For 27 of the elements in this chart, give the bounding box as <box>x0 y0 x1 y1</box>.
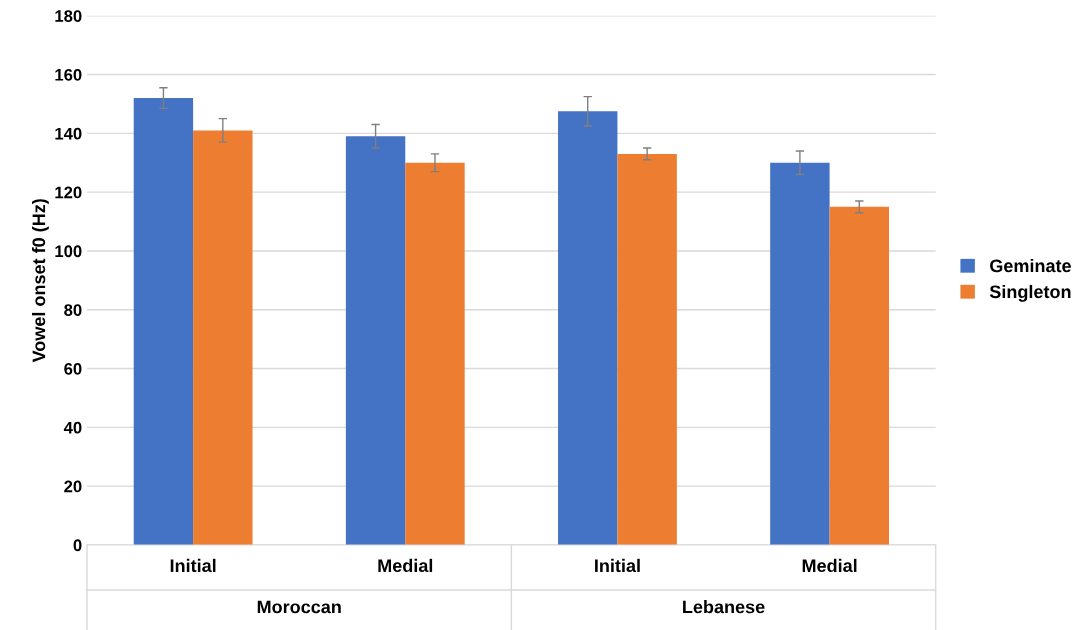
y-tick-label: 140 <box>55 127 82 140</box>
x-tick-label: Medial <box>378 558 433 573</box>
x-tick-label: Initial <box>170 558 216 573</box>
y-tick-label: 20 <box>64 480 82 493</box>
y-tick-label: 40 <box>63 421 82 434</box>
x-tick-label: Medial <box>802 558 857 573</box>
y-tick-label: 100 <box>55 245 82 258</box>
y-tick-label: 160 <box>55 68 82 81</box>
y-tick-label: 80 <box>64 304 82 316</box>
bar <box>829 206 889 545</box>
bar <box>193 130 253 545</box>
y-tick-label: 180 <box>55 10 82 22</box>
legend-label: Geminate <box>990 258 1071 273</box>
bar <box>770 162 830 545</box>
text: Moroccan <box>257 600 341 614</box>
y-tick-label: 60 <box>64 362 82 375</box>
y-tick-label: 0 <box>73 539 82 552</box>
bar <box>558 111 618 545</box>
bar <box>345 136 406 545</box>
legend-label: Singleton <box>989 284 1071 302</box>
y-tick-label: 120 <box>55 186 82 199</box>
bar <box>133 98 194 545</box>
bar <box>405 162 465 545</box>
y-axis-title: Vowel onset f0 (Hz) <box>31 199 49 363</box>
text: Lebanese <box>683 600 765 614</box>
x-tick-label: Initial <box>595 558 640 573</box>
bar <box>617 153 677 545</box>
